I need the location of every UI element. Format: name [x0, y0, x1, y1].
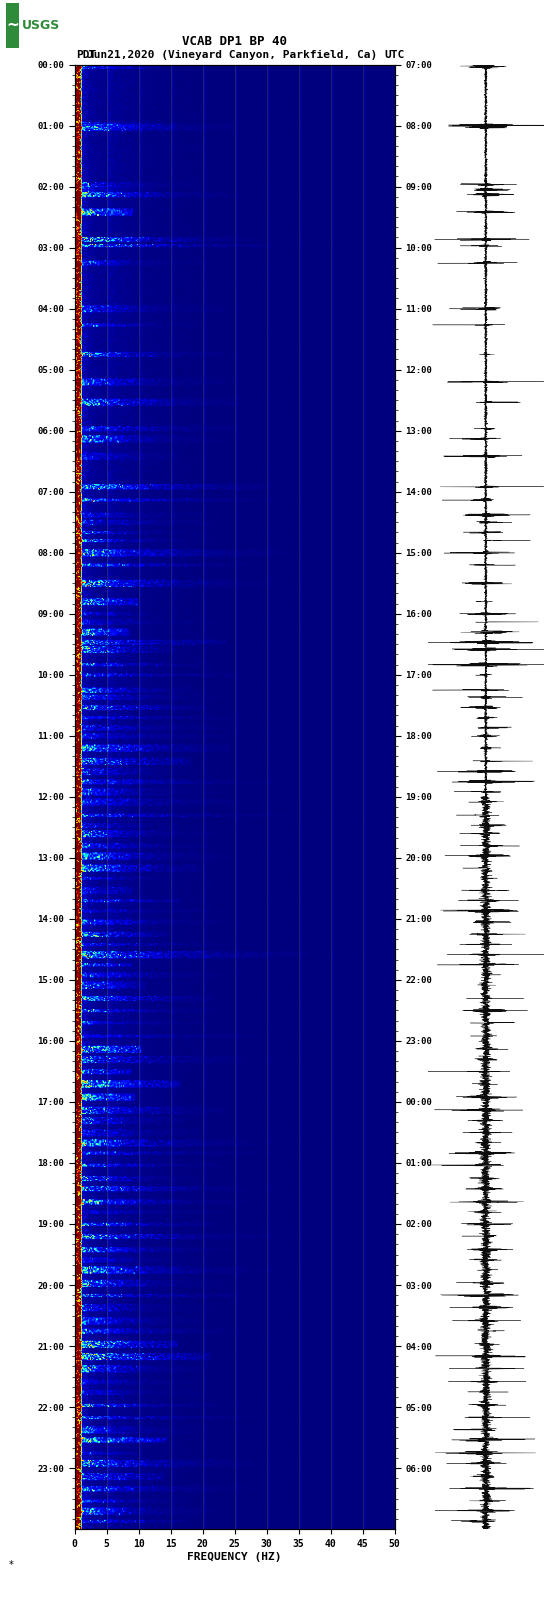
Text: VCAB DP1 BP 40: VCAB DP1 BP 40 [182, 35, 287, 48]
Text: *: * [8, 1560, 13, 1569]
Text: Jun21,2020 (Vineyard Canyon, Parkfield, Ca): Jun21,2020 (Vineyard Canyon, Parkfield, … [87, 50, 377, 60]
Text: PDT: PDT [76, 50, 97, 60]
Text: ~: ~ [6, 18, 19, 34]
Text: USGS: USGS [22, 19, 60, 32]
Text: UTC: UTC [385, 50, 405, 60]
FancyBboxPatch shape [6, 3, 19, 48]
X-axis label: FREQUENCY (HZ): FREQUENCY (HZ) [187, 1552, 282, 1561]
